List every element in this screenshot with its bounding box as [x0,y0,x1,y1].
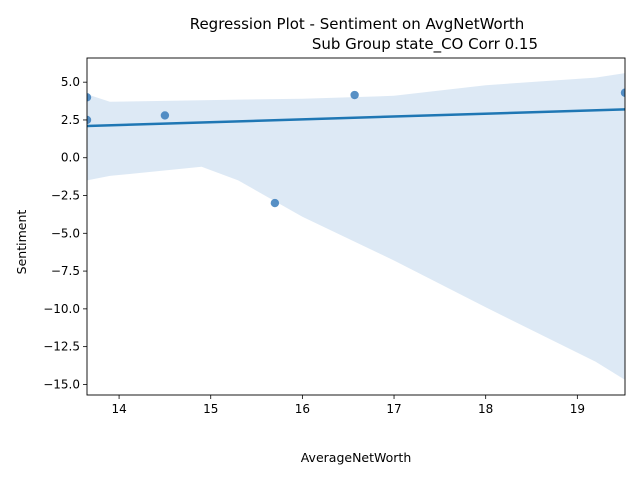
y-tick-label: −15.0 [43,377,80,391]
x-tick-label: 16 [295,402,310,416]
plot-frame [86,57,626,396]
x-tick-label: 18 [478,402,493,416]
y-tick-label: −7.5 [51,264,80,278]
y-tick-label: 0.0 [61,151,80,165]
x-tick-label: 14 [111,402,126,416]
y-tick-label: −2.5 [51,189,80,203]
y-tick-label: 2.5 [61,113,80,127]
y-tick-label: −12.5 [43,340,80,354]
data-point [620,88,625,97]
chart-title-line2: Sub Group state_CO Corr 0.15 [312,35,538,54]
x-tick-label: 15 [203,402,218,416]
confidence-band [87,73,625,380]
y-tick-label: −5.0 [51,226,80,240]
x-tick-label: 19 [570,402,585,416]
y-axis-label: Sentiment [14,210,29,275]
data-point [270,198,280,208]
x-axis-label: AverageNetWorth [301,450,412,465]
chart-title-line1: Regression Plot - Sentiment on AvgNetWor… [190,15,525,33]
x-tick-label: 17 [386,402,401,416]
y-tick-label: 5.0 [61,75,80,89]
data-point [87,115,92,125]
data-point [350,90,359,100]
y-tick-label: −10.0 [43,302,80,316]
data-point [87,93,92,102]
regression-line [87,108,625,128]
data-point [160,111,170,120]
